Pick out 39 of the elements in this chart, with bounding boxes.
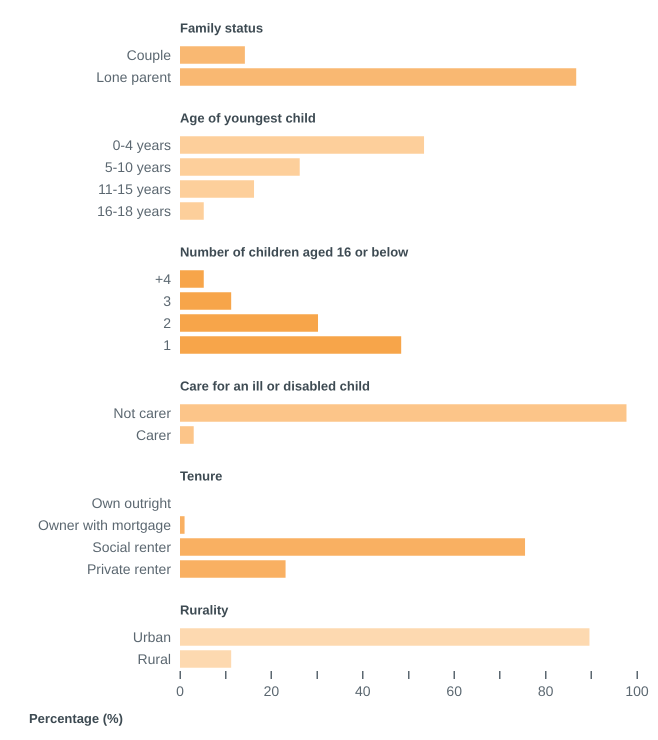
y-tick-label: 2 bbox=[163, 314, 172, 331]
y-tick-label: Social renter bbox=[92, 538, 172, 555]
y-tick-label: Urban bbox=[132, 628, 171, 645]
y-tick-label: 11-15 years bbox=[98, 180, 171, 197]
bar bbox=[180, 202, 204, 220]
x-tick-label: 60 bbox=[446, 682, 462, 699]
x-tick-label: 100 bbox=[625, 682, 649, 699]
y-tick-label: Couple bbox=[126, 46, 172, 63]
bar bbox=[180, 180, 254, 198]
y-tick-label: Private renter bbox=[86, 560, 172, 577]
y-tick-label: 3 bbox=[163, 292, 172, 309]
x-tick-label: 20 bbox=[264, 682, 280, 699]
bar bbox=[180, 314, 318, 332]
y-tick-label: 16-18 years bbox=[97, 202, 171, 219]
bar bbox=[180, 292, 232, 310]
y-tick-label: Lone parent bbox=[96, 68, 172, 85]
chart-title: Tenure bbox=[180, 468, 222, 484]
chart-title: Rurality bbox=[180, 602, 230, 618]
y-tick-label: Own outright bbox=[92, 494, 172, 511]
y-tick-label: Rural bbox=[138, 650, 171, 667]
y-tick-label: 0-4 years bbox=[112, 136, 171, 153]
y-tick-label: 5-10 years bbox=[104, 158, 171, 175]
y-tick-label: Carer bbox=[136, 426, 172, 443]
y-tick-label: Owner with mortgage bbox=[38, 516, 172, 533]
chart-title: Age of youngest child bbox=[180, 110, 316, 126]
bar bbox=[180, 136, 424, 154]
y-tick-label: Not carer bbox=[113, 404, 172, 421]
chart-title: Family status bbox=[180, 20, 264, 36]
x-tick-label: 40 bbox=[355, 682, 371, 699]
chart-title: Number of children aged 16 or below bbox=[180, 244, 410, 260]
y-tick-label: 1 bbox=[163, 336, 172, 353]
x-tick-label: 0 bbox=[176, 682, 184, 699]
x-axis-title: Percentage (%) bbox=[29, 711, 123, 726]
x-tick-label: 80 bbox=[538, 682, 554, 699]
bar bbox=[180, 336, 402, 354]
bar bbox=[180, 158, 300, 176]
y-tick-label: +4 bbox=[155, 270, 172, 287]
bar bbox=[180, 270, 204, 288]
chart-title: Care for an ill or disabled child bbox=[180, 378, 370, 394]
